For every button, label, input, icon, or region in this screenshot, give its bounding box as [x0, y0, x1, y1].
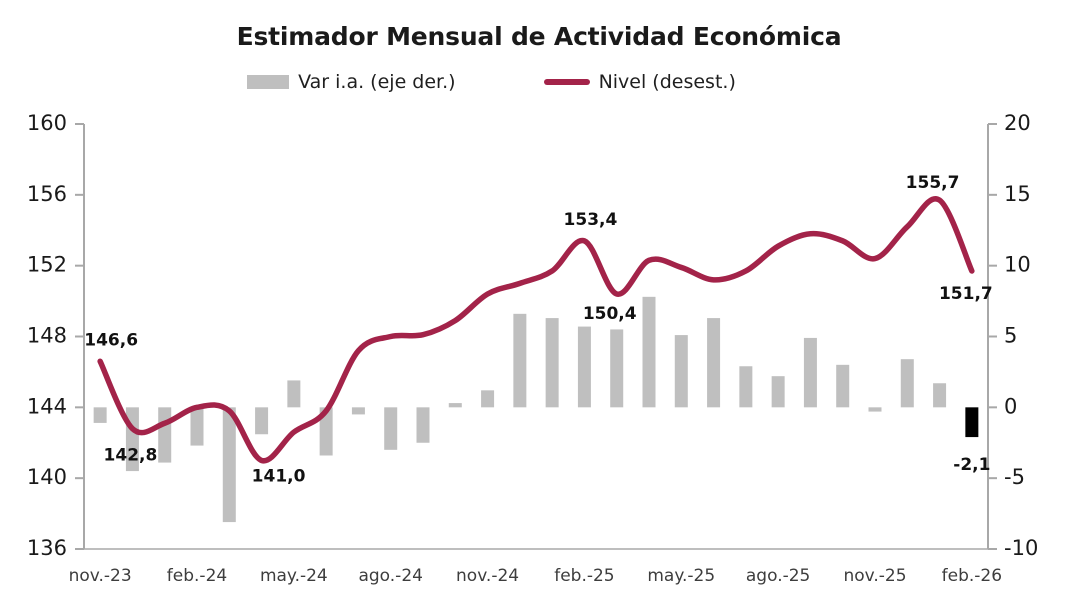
bar	[222, 407, 236, 523]
x-axis-tick-label: ago.-24	[358, 566, 422, 586]
bar	[416, 407, 430, 443]
x-axis-tick-label: feb.-24	[167, 566, 227, 586]
bar	[642, 296, 656, 408]
bar	[481, 390, 495, 408]
data-label: 151,7	[939, 284, 993, 304]
bar	[513, 313, 527, 408]
x-axis-tick-label: may.-25	[647, 566, 715, 586]
right-axis-tick-label: 15	[1004, 182, 1031, 206]
bar	[803, 337, 817, 408]
right-axis-tick-label: -10	[1004, 536, 1038, 560]
bar	[545, 318, 559, 408]
bar	[707, 318, 721, 408]
bar	[610, 329, 624, 408]
line-series-swatch	[543, 79, 590, 85]
bar	[384, 407, 398, 450]
bar	[868, 407, 882, 412]
legend: Var i.a. (eje der.) Nivel (desest.)	[0, 71, 983, 93]
bar	[158, 407, 172, 463]
bar	[190, 407, 204, 446]
legend-label-bars: Var i.a. (eje der.)	[298, 71, 456, 93]
bar	[287, 380, 301, 408]
bar	[577, 326, 591, 408]
chart-title: Estimador Mensual de Actividad Económica	[236, 22, 842, 51]
legend-item-bars: Var i.a. (eje der.)	[247, 71, 456, 93]
right-axis-tick-label: 20	[1004, 111, 1031, 135]
x-axis-tick-label: may.-24	[260, 566, 328, 586]
data-label: 141,0	[252, 466, 306, 486]
x-axis-tick-label: ago.-25	[746, 566, 810, 586]
bar-series-swatch	[247, 75, 290, 89]
bar-highlighted	[965, 407, 979, 438]
x-axis-tick-label: feb.-25	[554, 566, 614, 586]
right-axis-tick-label: 0	[1004, 394, 1017, 418]
left-axis-tick-label: 148	[27, 324, 67, 348]
x-axis-tick-label: nov.-24	[456, 566, 519, 586]
data-label: 155,7	[906, 173, 960, 193]
right-axis-tick-label: 5	[1004, 324, 1017, 348]
bar	[771, 376, 785, 408]
bar	[900, 359, 914, 408]
right-axis-tick-label: 10	[1004, 253, 1031, 277]
legend-item-line: Nivel (desest.)	[543, 71, 736, 93]
bar	[448, 403, 462, 408]
left-axis-tick-label: 136	[27, 536, 67, 560]
data-label: 150,4	[583, 304, 637, 324]
right-axis-tick-label: -5	[1004, 465, 1025, 489]
left-axis-tick-label: 152	[27, 253, 67, 277]
data-label: 142,8	[104, 446, 158, 466]
x-axis-tick-label: nov.-25	[843, 566, 906, 586]
x-axis-tick-label: nov.-23	[69, 566, 132, 586]
left-axis-tick-label: 156	[27, 182, 67, 206]
bar	[933, 383, 947, 408]
bar	[836, 364, 850, 408]
data-label: -2,1	[953, 455, 990, 475]
bar	[93, 407, 107, 423]
bar	[255, 407, 269, 435]
legend-label-line: Nivel (desest.)	[598, 71, 736, 93]
bar	[319, 407, 333, 456]
left-axis-tick-label: 140	[27, 465, 67, 489]
bar	[674, 335, 688, 408]
level-line	[97, 196, 975, 464]
data-label: 153,4	[564, 210, 618, 230]
x-axis-tick-label: feb.-26	[942, 566, 1002, 586]
bar	[739, 366, 753, 408]
left-axis-tick-label: 160	[27, 111, 67, 135]
left-axis-tick-label: 144	[27, 394, 67, 418]
data-label: 146,6	[84, 330, 138, 350]
bar	[351, 407, 365, 415]
